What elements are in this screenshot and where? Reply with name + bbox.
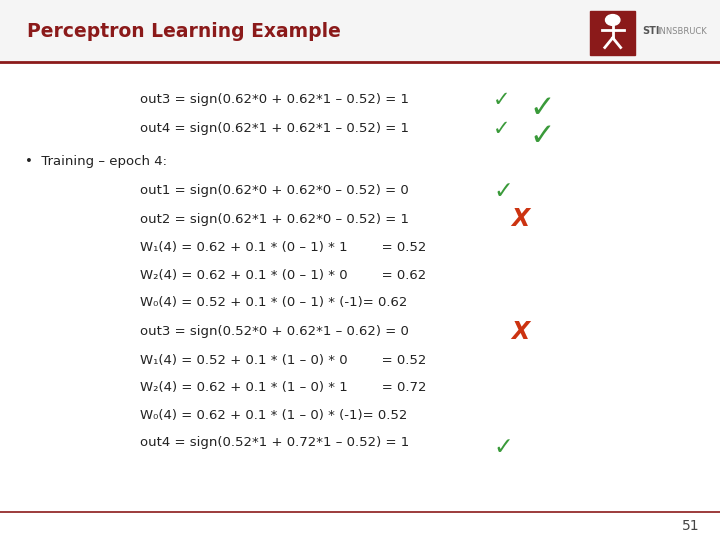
- Text: ✓: ✓: [493, 435, 513, 459]
- Text: W₁(4) = 0.52 + 0.1 * (1 – 0) * 0        = 0.52: W₁(4) = 0.52 + 0.1 * (1 – 0) * 0 = 0.52: [140, 354, 427, 367]
- Bar: [590, 11, 635, 55]
- Text: Perceptron Learning Example: Perceptron Learning Example: [27, 22, 341, 41]
- Text: out2 = sign(0.62*1 + 0.62*0 – 0.52) = 1: out2 = sign(0.62*1 + 0.62*0 – 0.52) = 1: [140, 213, 410, 226]
- Text: ✓: ✓: [493, 90, 510, 110]
- Text: ✓: ✓: [529, 122, 554, 151]
- Text: W₁(4) = 0.62 + 0.1 * (0 – 1) * 1        = 0.52: W₁(4) = 0.62 + 0.1 * (0 – 1) * 1 = 0.52: [140, 241, 427, 254]
- Text: ✓: ✓: [493, 179, 513, 202]
- Text: X: X: [511, 207, 529, 231]
- Text: ✓: ✓: [529, 93, 554, 123]
- Text: out3 = sign(0.62*0 + 0.62*1 – 0.52) = 1: out3 = sign(0.62*0 + 0.62*1 – 0.52) = 1: [140, 93, 410, 106]
- Text: out1 = sign(0.62*0 + 0.62*0 – 0.52) = 0: out1 = sign(0.62*0 + 0.62*0 – 0.52) = 0: [140, 184, 409, 197]
- Text: W₂(4) = 0.62 + 0.1 * (1 – 0) * 1        = 0.72: W₂(4) = 0.62 + 0.1 * (1 – 0) * 1 = 0.72: [140, 381, 427, 394]
- Text: 51: 51: [683, 519, 700, 534]
- Text: out4 = sign(0.62*1 + 0.62*1 – 0.52) = 1: out4 = sign(0.62*1 + 0.62*1 – 0.52) = 1: [140, 122, 410, 135]
- Text: out4 = sign(0.52*1 + 0.72*1 – 0.52) = 1: out4 = sign(0.52*1 + 0.72*1 – 0.52) = 1: [140, 436, 410, 449]
- Text: W₀(4) = 0.62 + 0.1 * (1 – 0) * (-1)= 0.52: W₀(4) = 0.62 + 0.1 * (1 – 0) * (-1)= 0.5…: [140, 409, 408, 422]
- Circle shape: [606, 15, 620, 25]
- Text: ✓: ✓: [493, 118, 510, 139]
- Text: W₂(4) = 0.62 + 0.1 * (0 – 1) * 0        = 0.62: W₂(4) = 0.62 + 0.1 * (0 – 1) * 0 = 0.62: [140, 269, 427, 282]
- Text: out3 = sign(0.52*0 + 0.62*1 – 0.62) = 0: out3 = sign(0.52*0 + 0.62*1 – 0.62) = 0: [140, 325, 409, 338]
- Text: •  Training – epoch 4:: • Training – epoch 4:: [25, 156, 167, 168]
- Text: X: X: [511, 320, 529, 343]
- Text: INNSBRUCK: INNSBRUCK: [657, 27, 707, 36]
- Text: STI: STI: [642, 26, 660, 36]
- Text: W₀(4) = 0.52 + 0.1 * (0 – 1) * (-1)= 0.62: W₀(4) = 0.52 + 0.1 * (0 – 1) * (-1)= 0.6…: [140, 296, 408, 309]
- Bar: [0, 0, 720, 62]
